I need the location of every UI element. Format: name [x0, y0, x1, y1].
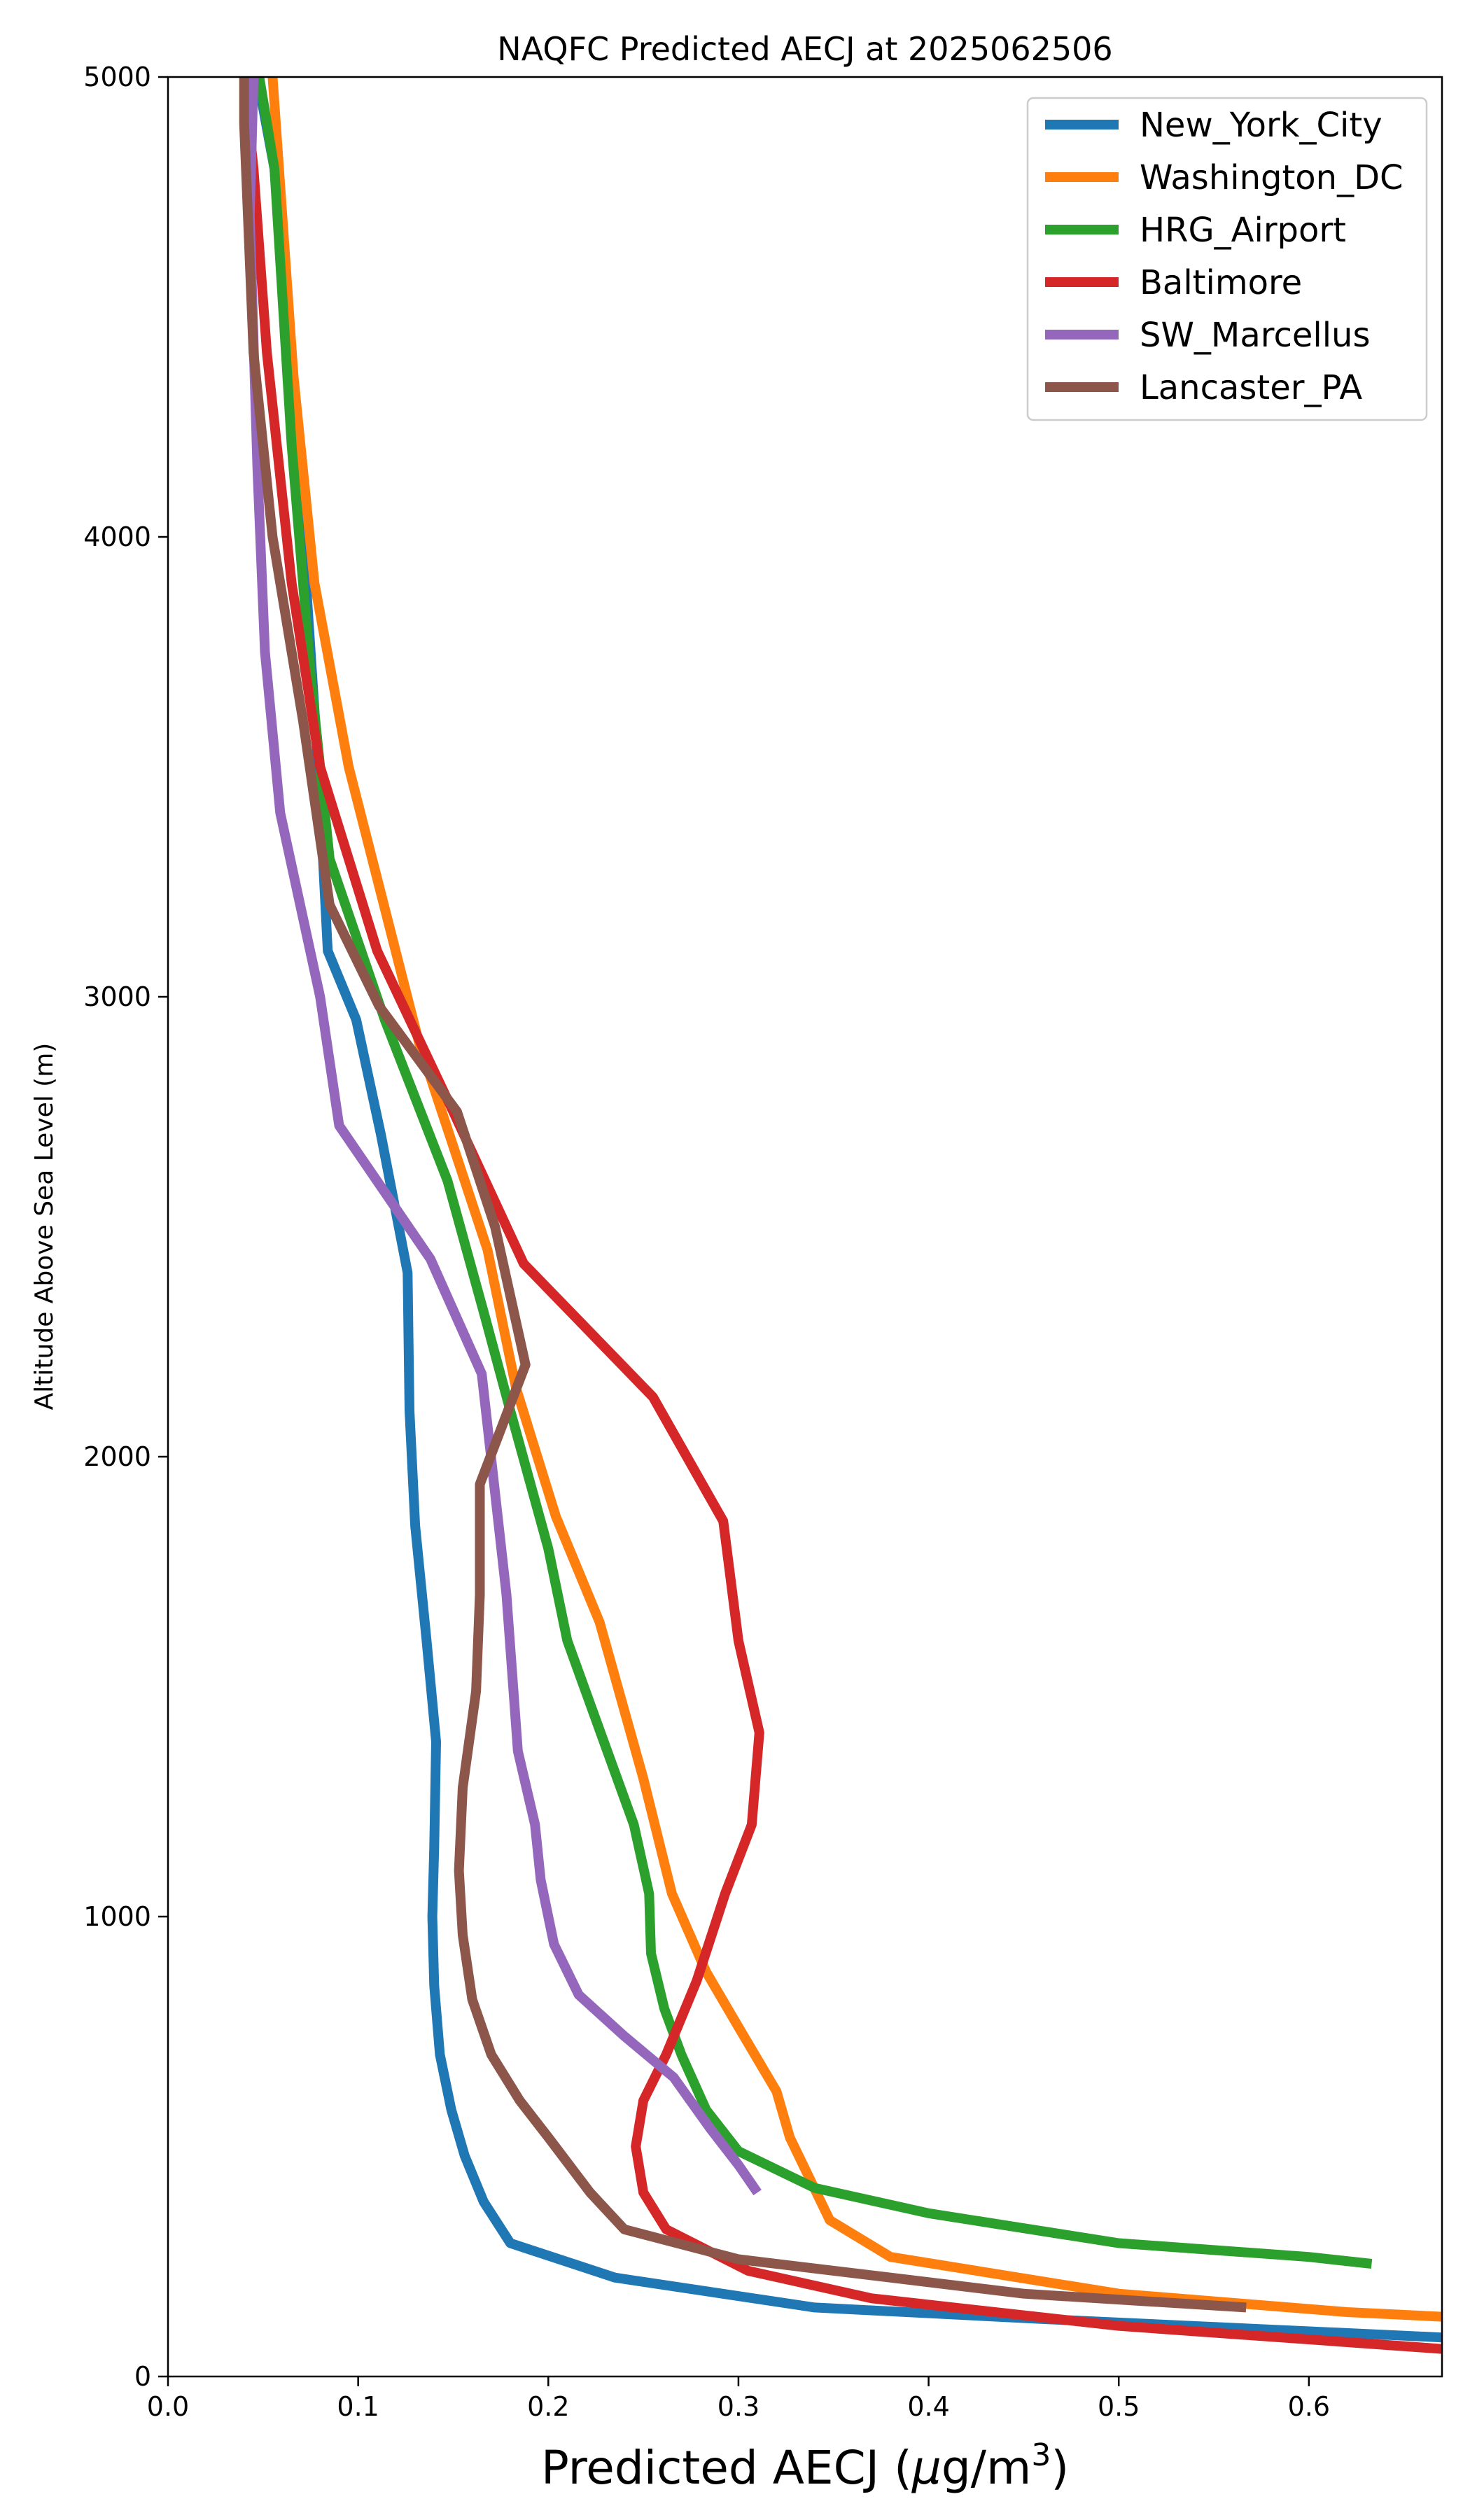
y-tick-label: 2000 [83, 1441, 151, 1472]
legend-label: New_York_City [1140, 106, 1382, 145]
y-tick-label: 3000 [83, 981, 151, 1012]
x-tick-label: 0.3 [718, 2391, 760, 2422]
x-axis-label-unit: g/m [941, 2441, 1031, 2495]
series-line-sw-marcellus [244, 77, 762, 2196]
legend-box [1026, 97, 1428, 421]
plot-frame [167, 76, 1443, 2378]
chart-title: NAQFC Predicted AECJ at 2025062506 [497, 30, 1112, 68]
x-tick-label: 0.1 [337, 2391, 379, 2422]
legend-label: Baltimore [1140, 263, 1302, 302]
chart-title-group: NAQFC Predicted AECJ at 2025062506 [497, 30, 1112, 68]
legend: New_York_City Washington_DC HRG_Airport Bal… [1026, 97, 1428, 421]
x-axis-label-close: ) [1051, 2441, 1069, 2495]
legend-label: Washington_DC [1140, 158, 1404, 197]
legend-label: Lancaster_PA [1140, 368, 1362, 407]
x-axis-label-main: Predicted AECJ ( [541, 2441, 912, 2495]
x-tick-label: 0.4 [907, 2391, 949, 2422]
plot-lines [239, 77, 1442, 2354]
legend-items: New_York_City Washington_DC HRG_Airport Bal… [1045, 106, 1404, 407]
x-tick-label: 0.6 [1288, 2391, 1330, 2422]
y-tick-label: 5000 [83, 62, 151, 92]
series-line-washington-dc [267, 77, 1442, 2322]
x-axis-label-mu: μ [911, 2441, 941, 2495]
x-axis-label-sup: 3 [1031, 2437, 1051, 2473]
y-tick-label: 1000 [83, 1901, 151, 1932]
legend-label: HRG_Airport [1140, 211, 1346, 250]
x-tick-label: 0.2 [527, 2391, 569, 2422]
legend-label: SW_Marcellus [1140, 316, 1370, 355]
y-axis-ticks: 0 1000 2000 3000 4000 5000 [83, 62, 168, 2392]
series-line-baltimore [239, 77, 1442, 2354]
x-tick-label: 0.5 [1098, 2391, 1140, 2422]
x-axis-ticks: 0.0 0.1 0.2 0.3 0.4 0.5 0.6 [147, 2376, 1330, 2422]
y-tick-label: 0 [134, 2361, 151, 2392]
series-line-lancaster-pa [239, 77, 1247, 2313]
series-line-hrg-airport [254, 77, 1373, 2269]
y-tick-label: 4000 [83, 522, 151, 552]
y-axis-label: Altitude Above Sea Level (m) [30, 1043, 59, 1410]
x-tick-label: 0.0 [147, 2391, 189, 2422]
x-axis-label: Predicted AECJ (μg/m3) [541, 2437, 1069, 2495]
